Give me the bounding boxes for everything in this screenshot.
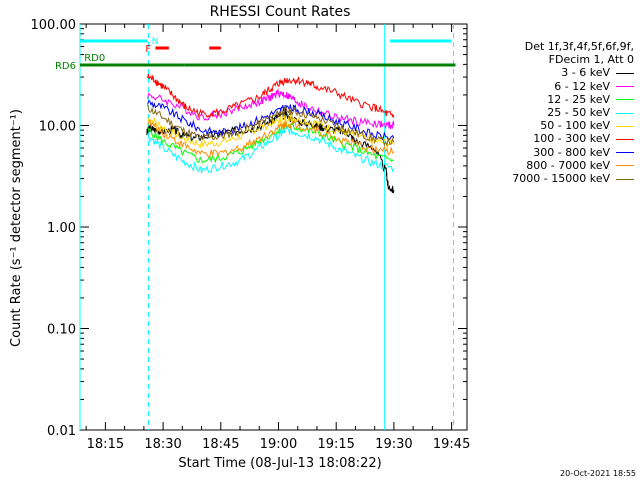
legend-item-label: 300 - 800 keV — [533, 145, 610, 159]
legend-item: 800 - 7000 keV — [512, 159, 634, 172]
legend-item-label: 12 - 25 keV — [547, 92, 610, 106]
legend-swatch — [616, 99, 634, 101]
flare-label: F — [145, 44, 151, 55]
series-line — [147, 125, 395, 175]
y-tick-label: 10.00 — [39, 120, 76, 135]
x-tick-label: 19:00 — [260, 437, 297, 452]
x-axis-label: Start Time (08-Jul-13 18:08:22) — [178, 456, 381, 471]
legend-header-2: FDecim 1, Att 0 — [548, 53, 634, 67]
legend-item: 100 - 300 keV — [512, 132, 634, 145]
legend-item: 7000 - 15000 keV — [512, 172, 634, 185]
x-tick-label: 19:45 — [433, 437, 470, 452]
legend-item: 50 - 100 keV — [512, 119, 634, 132]
legend-item: 12 - 25 keV — [512, 93, 634, 106]
y-tick-label: 0.01 — [47, 424, 76, 439]
legend-item: 3 - 6 keV — [512, 66, 634, 79]
x-tick-label: 19:30 — [375, 437, 412, 452]
legend-swatch — [616, 152, 634, 154]
rd6-label: RD6 — [55, 61, 76, 72]
legend-swatch — [616, 165, 634, 167]
series-line — [147, 73, 395, 119]
legend-item: 6 - 12 keV — [512, 80, 634, 93]
y-axis-label: Count Rate (s⁻¹ detector segment⁻¹) — [9, 109, 24, 347]
series-line — [147, 118, 395, 158]
legend-swatch — [616, 178, 634, 180]
legend-item-label: 800 - 7000 keV — [526, 158, 610, 172]
legend-item-label: 25 - 50 keV — [547, 106, 610, 120]
generation-timestamp: 20-Oct-2021 18:55 — [560, 469, 636, 478]
series-line — [147, 87, 395, 130]
chart-title: RHESSI Count Rates — [210, 4, 351, 20]
rd0-label: RD0 — [84, 53, 105, 64]
y-tick-label: 100.00 — [31, 18, 77, 33]
y-tick-label: 0.10 — [47, 323, 76, 338]
legend-swatch — [616, 125, 634, 127]
legend-item-label: 6 - 12 keV — [554, 79, 610, 93]
legend-item: 300 - 800 keV — [512, 146, 634, 159]
night-label: N — [152, 37, 159, 47]
legend-item-label: 50 - 100 keV — [540, 119, 610, 133]
x-tick-label: 18:15 — [87, 437, 124, 452]
legend-header-1: Det 1f,3f,4f,5f,6f,9f, — [524, 40, 634, 53]
series-line — [147, 100, 395, 141]
legend-swatch — [616, 72, 634, 74]
legend-item-label: 7000 - 15000 keV — [512, 172, 610, 186]
legend-item-label: 100 - 300 keV — [533, 132, 610, 146]
series-line — [147, 114, 395, 149]
x-tick-label: 19:15 — [317, 437, 354, 452]
legend-swatch — [616, 112, 634, 114]
series-line — [147, 104, 395, 147]
x-tick-label: 18:30 — [144, 437, 181, 452]
legend-item: 25 - 50 keV — [512, 106, 634, 119]
legend: Det 1f,3f,4f,5f,6f,9f, FDecim 1, Att 0 3… — [512, 40, 634, 185]
x-tick-label: 18:45 — [202, 437, 239, 452]
legend-swatch — [616, 138, 634, 140]
legend-swatch — [616, 86, 634, 88]
legend-item-label: 3 - 6 keV — [561, 66, 610, 80]
series-line — [147, 122, 395, 164]
y-tick-label: 1.00 — [47, 221, 76, 236]
